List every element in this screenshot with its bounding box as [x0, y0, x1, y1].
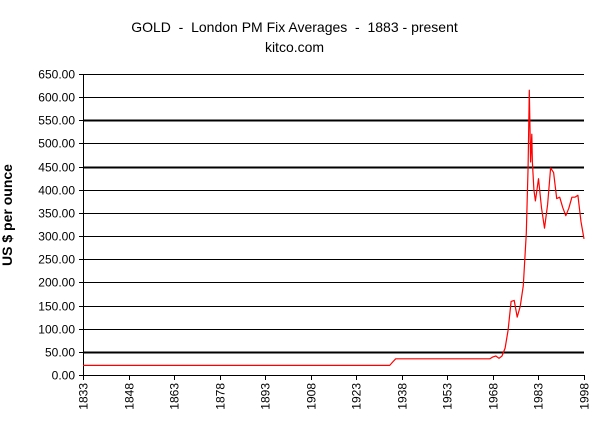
x-tick-label: 1968: [487, 383, 501, 410]
chart-title: GOLD - London PM Fix Averages - 1883 - p…: [131, 19, 458, 35]
y-tick-label: 450.00: [38, 161, 75, 175]
y-tick-label: 100.00: [38, 323, 75, 337]
y-tick-label: 50.00: [45, 346, 75, 360]
y-tick-label: 600.00: [38, 91, 75, 105]
gridlines: [83, 74, 584, 354]
x-tick-label: 1833: [77, 383, 91, 410]
y-tick-label: 400.00: [38, 184, 75, 198]
x-tick-label: 1863: [168, 383, 182, 410]
x-tick-label: 1908: [305, 383, 319, 410]
y-tick-label: 500.00: [38, 137, 75, 151]
axes: [79, 74, 585, 380]
x-tick-label: 1893: [259, 383, 273, 410]
series-group: [83, 89, 585, 366]
x-tick-label: 1953: [441, 383, 455, 410]
y-tick-label: 250.00: [38, 253, 75, 267]
y-tick-label: 650.00: [38, 68, 75, 82]
x-tick-label: 1878: [214, 383, 228, 410]
x-tick-label: 1983: [532, 383, 546, 410]
chart-title-block: GOLD - London PM Fix Averages - 1883 - p…: [0, 17, 589, 57]
y-tick-labels: 0.00 50.00 100.00 150.00 200.00 250.00 300.00 3…: [38, 68, 75, 383]
y-tick-label: 300.00: [38, 230, 75, 244]
y-tick-label: 550.00: [38, 114, 75, 128]
y-tick-label: 0.00: [52, 369, 76, 383]
x-tick-labels: 1833 1848 1863 1878 1893 1908 1923 1938 1953 1968…: [77, 383, 589, 410]
x-tick-label: 1998: [578, 383, 589, 410]
y-tick-label: 350.00: [38, 207, 75, 221]
y-tick-label: 150.00: [38, 300, 75, 314]
x-tick-label: 1923: [350, 383, 364, 410]
chart-subtitle: kitco.com: [264, 39, 325, 55]
x-tick-label: 1938: [396, 383, 410, 410]
y-tick-label: 200.00: [38, 276, 75, 290]
gold-price-line: [83, 89, 585, 366]
x-tick-label: 1848: [123, 383, 137, 410]
